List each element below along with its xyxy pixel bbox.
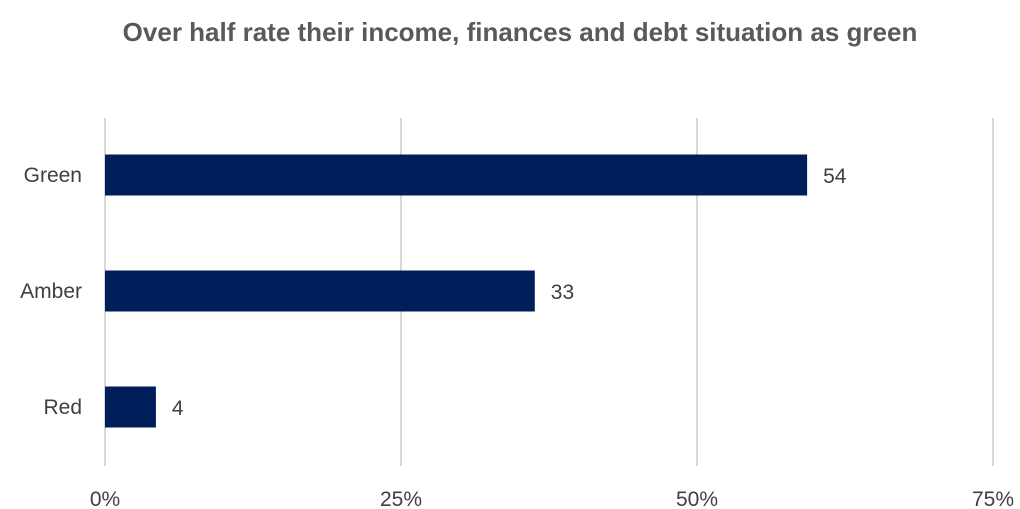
x-tick-label-0: 0%	[90, 488, 120, 509]
bar-amber	[105, 270, 535, 312]
bars	[105, 154, 808, 428]
data-label-green: 54	[823, 165, 847, 188]
bar-red	[105, 386, 156, 428]
x-tick-label-2: 50%	[676, 488, 718, 509]
labels: 0% 25% 50% 75% Green 54 Amber 33 Red 4	[20, 164, 1014, 509]
x-tick-label-1: 25%	[380, 488, 422, 509]
bar-green	[105, 154, 808, 196]
data-label-red: 4	[172, 397, 184, 420]
category-label-red: Red	[43, 396, 82, 419]
category-label-green: Green	[24, 164, 82, 187]
data-label-amber: 33	[551, 281, 574, 304]
chart-title: Over half rate their income, finances an…	[122, 17, 918, 47]
x-tick-label-3: 75%	[972, 488, 1014, 509]
category-label-amber: Amber	[20, 280, 82, 303]
